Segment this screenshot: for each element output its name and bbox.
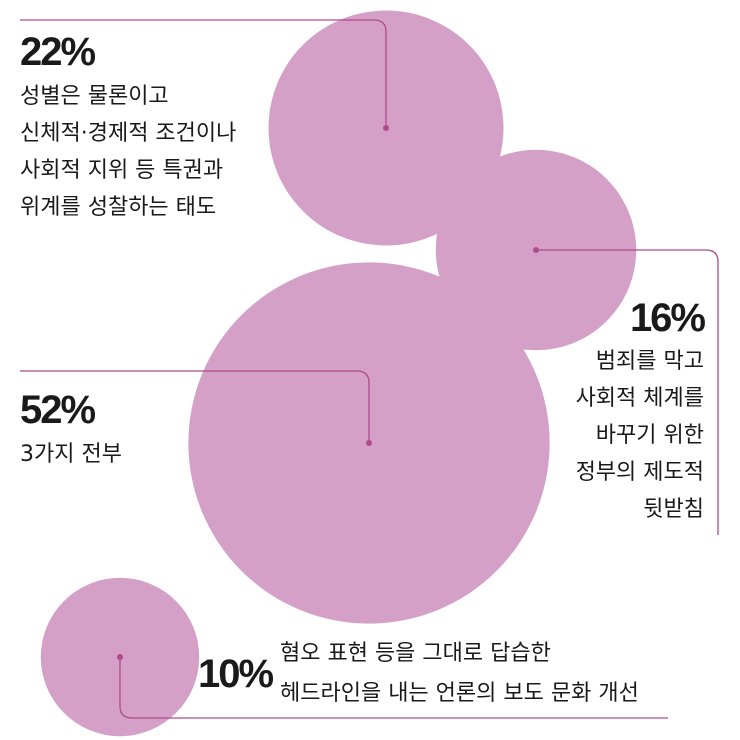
description-line: 뒷받침 [643, 497, 704, 522]
leader-line [119, 657, 668, 719]
bubble-center-dot [366, 440, 372, 446]
label-10-description: 혐오 표현 등을 그대로 답습한 헤드라인을 내는 언론의 보도 문화 개선 [280, 634, 639, 714]
bubble-center-dot [383, 125, 389, 131]
description-16: 범죄를 막고 사회적 체계를 바꾸기 위한 정부의 제도적 뒷받침 [576, 343, 704, 528]
description-line: 사회적 지위 등 특권과 [20, 158, 224, 183]
description-line: 헤드라인을 내는 언론의 보도 문화 개선 [280, 681, 639, 706]
leader-line [20, 370, 370, 443]
percent-22: 22% [20, 30, 96, 74]
label-10-percent: 10% [198, 652, 274, 696]
leader-line [536, 249, 719, 535]
label-22: 22% 성별은 물론이고 신체적·경제적 조건이나 사회적 지위 등 특권과 위… [20, 30, 236, 226]
description-line: 위계를 성찰하는 태도 [20, 195, 217, 220]
description-line: 신체적·경제적 조건이나 [20, 121, 237, 146]
percent-52: 52% [20, 388, 96, 432]
description-line: 사회적 체계를 [575, 386, 704, 411]
leader-line [20, 19, 387, 128]
description-22: 성별은 물론이고 신체적·경제적 조건이나 사회적 지위 등 특권과 위계를 성… [20, 78, 236, 226]
label-52: 52% 3가지 전부 [20, 388, 122, 473]
description-line: 정부의 제도적 [575, 460, 704, 485]
description-line: 바꾸기 위한 [595, 423, 704, 448]
description-10: 혐오 표현 등을 그대로 답습한 헤드라인을 내는 언론의 보도 문화 개선 [280, 634, 639, 714]
percent-10: 10% [198, 652, 274, 696]
description-line: 3가지 전부 [20, 442, 122, 467]
description-line: 혐오 표현 등을 그대로 답습한 [280, 641, 551, 666]
label-16: 16% 범죄를 막고 사회적 체계를 바꾸기 위한 정부의 제도적 뒷받침 [576, 296, 706, 528]
percent-16: 16% [629, 296, 706, 340]
description-line: 범죄를 막고 [595, 349, 704, 374]
description-line: 성별은 물론이고 [20, 84, 169, 109]
bubble-center-dot [533, 247, 539, 253]
bubble-center-dot [117, 654, 123, 660]
description-52: 3가지 전부 [20, 436, 122, 473]
